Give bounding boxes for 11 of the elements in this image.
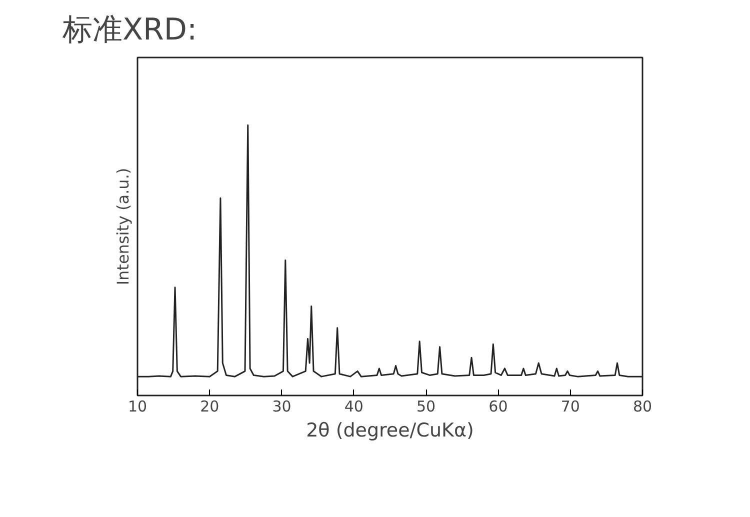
x-tick-label: 10: [128, 398, 148, 416]
x-tick-label: 80: [632, 398, 652, 416]
x-tick-label: 30: [272, 398, 292, 416]
x-tick-label: 20: [200, 398, 220, 416]
x-tick-label: 40: [344, 398, 364, 416]
y-axis-title: Intensity (a.u.): [114, 168, 132, 286]
x-tick-label: 50: [416, 398, 436, 416]
chart-title: 标准XRD:: [62, 12, 198, 48]
x-axis-title: 2θ (degree/CuKα): [306, 420, 474, 442]
x-tick-label: 60: [488, 398, 508, 416]
x-tick-label: 70: [560, 398, 580, 416]
